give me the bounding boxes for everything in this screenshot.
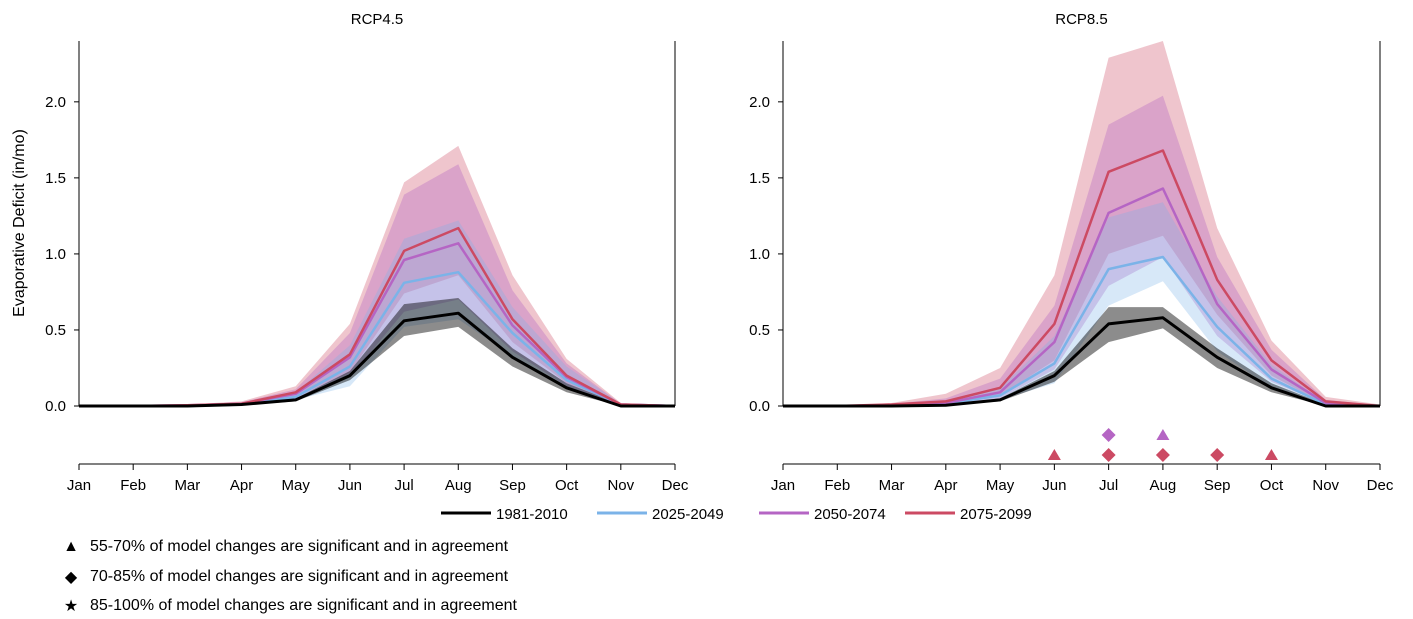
x-tick-label: Jan	[771, 477, 795, 494]
series-band	[79, 145, 675, 406]
x-tick-label: May	[282, 477, 311, 494]
y-tick-label: 1.5	[45, 170, 66, 187]
y-axis-label: Evaporative Deficit (in/mo)	[11, 129, 28, 317]
diamond-icon: ◆	[64, 569, 78, 586]
y-tick-label: 0.5	[749, 322, 770, 339]
x-tick-label: Sep	[499, 477, 526, 494]
x-tick-label: Mar	[879, 477, 905, 494]
y-tick-label: 1.0	[45, 246, 66, 263]
panel-rcp45: RCP4.5 0.0 0.5 1.0 1.5 2.0 Jan Feb Mar Apr May Jun J…	[45, 11, 689, 494]
series-band	[783, 41, 1380, 406]
significance-triangle-marker	[1264, 449, 1278, 460]
series-band	[79, 298, 675, 406]
legend-label: 1981-2010	[496, 506, 568, 523]
y-tick-label: 2.0	[45, 94, 66, 111]
significance-label: 85-100% of model changes are significant…	[90, 597, 517, 614]
y-tick-label: 0.0	[749, 398, 770, 415]
y-tick-label: 1.0	[749, 246, 770, 263]
series-line	[79, 311, 675, 408]
series-legend: 1981-2010 2025-2049 2050-2074 2075-2099	[441, 506, 1032, 523]
x-tick-label: Nov	[1312, 477, 1339, 494]
x-tick-label: Oct	[1260, 477, 1284, 494]
x-tick-label: May	[986, 477, 1015, 494]
x-tick-label: Oct	[555, 477, 579, 494]
panel-title: RCP4.5	[351, 11, 404, 28]
star-icon: ★	[63, 598, 79, 615]
series-band	[79, 164, 675, 406]
x-tick-label: Nov	[607, 477, 634, 494]
x-tick-label: Feb	[824, 477, 850, 494]
significance-diamond-marker	[1155, 448, 1170, 462]
x-tick-label: Jul	[394, 477, 413, 494]
x-tick-label: Mar	[174, 477, 200, 494]
x-tick-label: Apr	[230, 477, 253, 494]
x-tick-label: Aug	[1150, 477, 1177, 494]
significance-label: 70-85% of model changes are significant …	[90, 568, 509, 585]
significance-label: 55-70% of model changes are significant …	[90, 538, 509, 555]
significance-triangle-marker	[1156, 429, 1170, 440]
legend-label: 2025-2049	[652, 506, 724, 523]
y-tick-label: 0.5	[45, 322, 66, 339]
x-tick-label: Jan	[67, 477, 91, 494]
significance-legend-item: ◆ 70-85% of model changes are significan…	[60, 567, 508, 587]
series-band	[79, 220, 675, 406]
x-tick-label: Aug	[445, 477, 472, 494]
x-tick-label: Apr	[934, 477, 957, 494]
triangle-icon: ▲	[63, 538, 79, 555]
panel-title: RCP8.5	[1055, 11, 1108, 28]
y-tick-label: 0.0	[45, 398, 66, 415]
significance-legend-item: ▲ 55-70% of model changes are significan…	[60, 538, 508, 556]
series-band	[783, 307, 1380, 406]
significance-diamond-marker	[1101, 448, 1116, 462]
x-tick-label: Sep	[1204, 477, 1231, 494]
significance-diamond-marker	[1101, 428, 1116, 442]
x-tick-label: Dec	[1367, 477, 1394, 494]
y-tick-label: 2.0	[749, 94, 770, 111]
significance-triangle-marker	[1047, 449, 1061, 460]
x-tick-label: Jul	[1099, 477, 1118, 494]
x-tick-label: Feb	[120, 477, 146, 494]
x-tick-label: Jun	[1042, 477, 1066, 494]
legend-label: 2075-2099	[960, 506, 1032, 523]
series-line	[783, 316, 1380, 408]
series-band	[783, 202, 1380, 406]
significance-diamond-marker	[1210, 448, 1225, 462]
x-tick-label: Dec	[662, 477, 689, 494]
significance-legend-item: ★ 85-100% of model changes are significa…	[60, 596, 517, 616]
panel-rcp85: RCP8.5 0.0 0.5 1.0 1.5 2.0 Jan Feb Mar Apr May Jun J…	[749, 11, 1394, 494]
y-tick-label: 1.5	[749, 170, 770, 187]
x-tick-label: Jun	[338, 477, 362, 494]
legend-label: 2050-2074	[814, 506, 886, 523]
